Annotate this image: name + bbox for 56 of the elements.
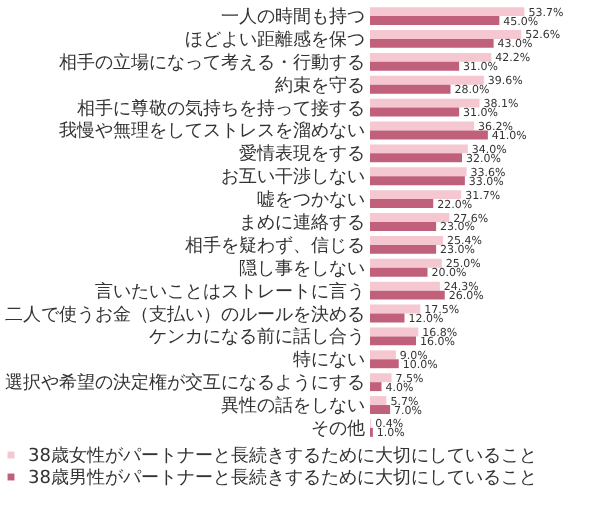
y-tick-label: 二人で使うお金（支払い）のルールを決める [5,303,365,326]
y-tick-label: 相手を疑わず、信じる [185,234,365,257]
y-tick-label: お互い干渉しない [221,166,365,189]
bar [370,176,465,186]
bar [370,304,421,314]
bar [370,382,382,392]
bar [370,167,467,177]
y-tick-label: 我慢や無理をしてストレスを溜めない [59,120,365,143]
y-tick-label: 約束を守る [275,74,365,97]
y-tick-label: 言いたいことはストレートに言う [95,280,365,303]
bar [370,107,460,117]
bar [370,75,484,85]
y-tick-label: 相手の立場になって考える・行動する [59,51,365,74]
y-tick-label: 異性の話をしない [221,395,365,418]
legend-label: 38歳女性がパートナーと長続きするために大切にしていること [28,445,537,467]
bar [370,52,492,62]
bar [370,144,468,154]
bar [370,61,460,71]
bar [370,359,399,369]
y-tick-label: ほどよい距離感を保つ [185,28,365,51]
y-tick-label: ケンカになる前に話し合う [149,326,365,349]
bar [370,281,440,291]
bar [370,258,442,268]
bar [370,190,462,200]
bar [370,38,494,48]
bar [370,235,444,245]
bar [370,222,437,231]
y-tick-label: まめに連絡する [239,212,365,234]
bar [370,98,480,108]
y-tick-label: 嘘をつかない [257,189,365,212]
bar [370,290,445,300]
bar [370,121,475,131]
y-tick-label: 選択や希望の決定権が交互になるようにする [5,372,365,395]
bar [370,244,437,254]
bar [370,350,396,360]
bar [370,30,522,39]
y-tick-label: 隠し事をしない [239,257,365,280]
y-tick-label: 特にない [293,349,365,372]
bar [370,16,500,25]
bar [370,130,488,140]
y-tick-label: 愛情表現をする [239,143,365,166]
bar [370,199,434,209]
y-tick-label: 相手に尊敬の気持ちを持って接する [77,97,365,120]
bar [370,267,428,277]
bar [370,405,391,414]
bar [370,84,451,94]
bar [370,336,416,346]
bar [370,213,450,222]
legend-label: 38歳男性がパートナーと長続きするために大切にしていること [28,467,537,489]
bar [370,327,419,337]
bar [370,396,387,406]
bar [370,153,462,163]
y-tick-label: その他 [311,417,365,440]
y-tick-label: 一人の時間も持つ [221,6,365,29]
bar [370,373,392,383]
bar [370,7,525,17]
